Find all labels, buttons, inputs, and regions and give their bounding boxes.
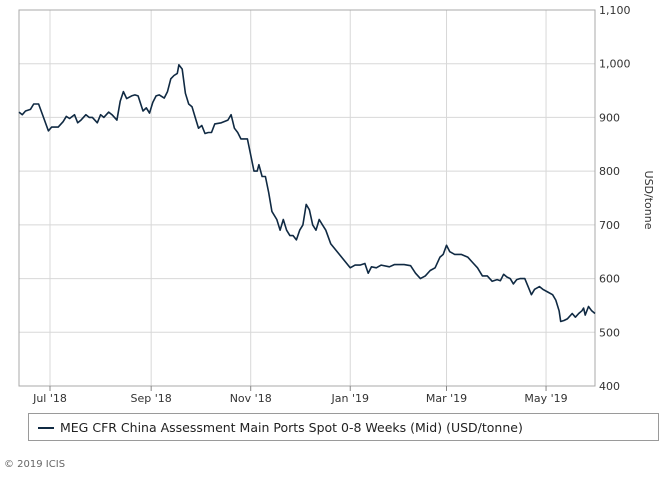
y-tick-label: 1,100 [599, 4, 631, 17]
copyright-text: © 2019 ICIS [4, 459, 66, 470]
plot-border [18, 9, 596, 387]
x-tick-label: Jan '19 [330, 392, 368, 405]
x-tick-label: May '19 [524, 392, 567, 405]
y-tick-label: 700 [599, 219, 620, 232]
y-tick-label: 400 [599, 380, 620, 393]
legend: MEG CFR China Assessment Main Ports Spot… [28, 413, 659, 441]
series-line-0 [18, 64, 596, 323]
legend-entry[interactable]: MEG CFR China Assessment Main Ports Spot… [60, 420, 523, 435]
legend-swatch [38, 427, 54, 429]
y-tick-label: 1,000 [599, 58, 631, 71]
y-tick-label: 900 [599, 111, 620, 124]
x-tick-label: Mar '19 [426, 392, 467, 405]
x-tick-label: Jul '18 [32, 392, 67, 405]
y-axis-label: USD/tonne [642, 171, 655, 230]
x-axis-ticks: Jul '18 Sep '18 Nov '18 Jan '19 Mar '19 May '… [32, 386, 568, 405]
x-tick-label: Nov '18 [230, 392, 272, 405]
y-tick-label: 800 [599, 165, 620, 178]
grid [19, 9, 595, 387]
y-tick-label: 600 [599, 273, 620, 286]
x-tick-label: Sep '18 [131, 392, 172, 405]
y-tick-label: 500 [599, 326, 620, 339]
axes [18, 9, 596, 387]
y-axis-ticks: 1,100 1,000 900 800 700 600 500 400 [599, 4, 631, 393]
series-layer [18, 64, 596, 323]
